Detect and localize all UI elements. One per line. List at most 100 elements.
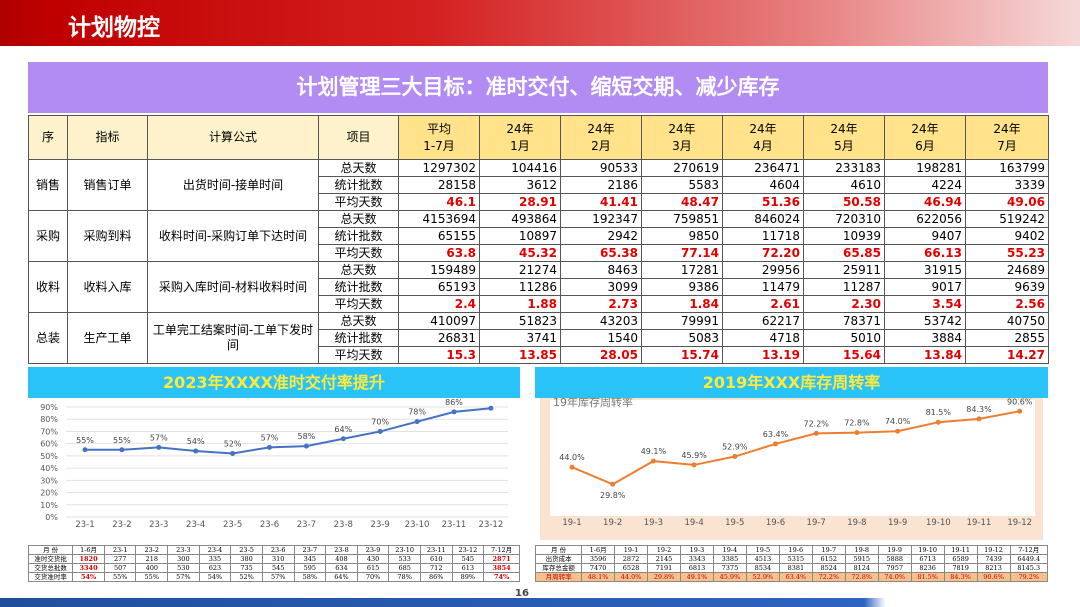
value-cell: 1297302 <box>398 159 480 177</box>
x-tick-label: 19-7 <box>807 518 826 528</box>
value-cell: 3099 <box>560 278 642 296</box>
cell: 74.0% <box>877 572 912 582</box>
header-cell: 平均 1-7月 <box>398 115 480 160</box>
cell: 2871 <box>483 554 520 564</box>
cell: 3854 <box>483 563 520 573</box>
cell: 8213 <box>976 563 1011 573</box>
cell: 交货总批数 <box>27 563 74 573</box>
y-tick-label: 30% <box>40 476 58 485</box>
cell: 8524 <box>811 563 846 573</box>
cell: 8124 <box>844 563 879 573</box>
cell: 685 <box>388 563 421 573</box>
row: 交货准时率 54% 55% 55% 57% 54% 52% 57% 58% 64% 70% 78% 86… <box>27 572 520 582</box>
value-label: 72.8% <box>844 419 870 428</box>
cell: 3596 <box>581 554 616 564</box>
cell: 72.2% <box>811 572 846 582</box>
header-cell: 24年 3月 <box>641 115 723 160</box>
value-cell: 4610 <box>803 176 885 194</box>
cell: 533 <box>388 554 421 564</box>
chart-subtitle: 19年库存周转率 <box>553 398 633 409</box>
marker <box>267 444 272 450</box>
cell: 23-9 <box>356 545 390 555</box>
cell: 70% <box>356 572 390 582</box>
cell: 7191 <box>647 563 681 573</box>
cell: 84.3% <box>943 572 978 582</box>
value-cell: 236471 <box>722 159 804 177</box>
value-cell: 270619 <box>641 159 723 177</box>
item-cell: 总天数 <box>318 312 399 330</box>
cell: 613 <box>451 563 485 573</box>
page-number: 16 <box>515 588 529 599</box>
cell: 7439 <box>976 554 1011 564</box>
value-cell: 51.36 <box>722 193 804 211</box>
cell: 63.4% <box>778 572 813 582</box>
cell: 7957 <box>877 563 912 573</box>
value-cell: 17281 <box>641 261 723 279</box>
row: 月 份 1-6月 19-1 19-2 19-3 19-4 19-5 19-6 19-7 19-8 1… <box>534 545 1049 555</box>
y-tick-label: 10% <box>40 501 58 510</box>
value-cell: 26831 <box>398 329 480 347</box>
value-cell: 40750 <box>965 312 1049 330</box>
value-cell: 2.56 <box>965 295 1049 313</box>
x-tick-label: 19-1 <box>562 518 581 528</box>
row: 销售 销售订单 出货时间-接单时间 总天数 1297302 104416 90533 2706… <box>28 159 1049 211</box>
cell: 23-2 <box>135 545 169 555</box>
value-cell: 15.74 <box>641 346 723 364</box>
marker <box>414 419 420 425</box>
cell: 218 <box>135 554 169 564</box>
value-cell: 11287 <box>803 278 885 296</box>
x-tick-label: 23-5 <box>223 520 242 530</box>
group-cell: 收料 <box>28 261 68 313</box>
cell: 57% <box>261 572 295 582</box>
value-cell: 41.41 <box>560 193 642 211</box>
stats-table: 月 份 1-6月 19-1 19-2 19-3 19-4 19-5 19-6 19-7 19-8 1… <box>534 545 1049 582</box>
cell: 23-5 <box>230 545 263 555</box>
cell: 23-4 <box>198 545 232 555</box>
cell: 23-10 <box>388 545 421 555</box>
value-cell: 1540 <box>560 329 642 347</box>
value-cell: 55.23 <box>965 244 1049 262</box>
header-cell: 项目 <box>318 115 399 160</box>
header-cell: 计算公式 <box>147 115 319 160</box>
item-cell: 平均天数 <box>318 346 399 364</box>
header-cell: 24年 4月 <box>722 115 804 160</box>
cell: 44.0% <box>614 572 649 582</box>
value-label: 29.8% <box>600 491 626 500</box>
cell: 58% <box>293 572 327 582</box>
marker <box>82 447 88 453</box>
value-label: 54% <box>187 437 205 446</box>
value-cell: 622056 <box>884 210 966 228</box>
y-tick-label: 70% <box>40 427 58 436</box>
row: 收料 收料入库 采购入库时间-材料收料时间 总天数 159489 21274 8463 172… <box>28 261 1049 313</box>
y-tick-label: 60% <box>40 440 58 449</box>
value-cell: 104416 <box>479 159 561 177</box>
item-cell: 平均天数 <box>318 244 399 262</box>
value-cell: 9850 <box>641 227 723 245</box>
cell: 7375 <box>712 563 747 573</box>
cell: 6449.4 <box>1009 554 1049 564</box>
value-cell: 78371 <box>803 312 885 330</box>
value-label: 64% <box>334 425 352 434</box>
row: 平均天数 15.3 13.85 28.05 15.74 13.19 15.64 13.84 14… <box>29 346 1049 364</box>
x-tick-label: 23-7 <box>297 520 316 530</box>
value-cell: 192347 <box>560 210 642 228</box>
cell: 623 <box>198 563 232 573</box>
cell: 57% <box>167 572 200 582</box>
cell: 19-2 <box>647 545 681 555</box>
line <box>571 410 1020 486</box>
cell: 735 <box>230 563 263 573</box>
marker <box>488 405 494 411</box>
item-cell: 总天数 <box>318 261 399 279</box>
stats-table: 月 份 1-6月 23-1 23-2 23-3 23-4 23-5 23-6 23-7 23-8 2… <box>27 545 520 582</box>
value-cell: 846024 <box>722 210 804 228</box>
row: 交货总批数 3340 507 400 530 623 735 545 595 634 615 685 7… <box>27 563 520 573</box>
value-cell: 45.32 <box>479 244 561 262</box>
value-cell: 759851 <box>641 210 723 228</box>
row: 准时交货批 1820 277 218 300 335 380 310 345 408 430 533 6… <box>27 554 520 564</box>
cell: 54% <box>72 572 105 582</box>
value-cell: 72.20 <box>722 244 804 262</box>
value-label: 90.6% <box>1007 398 1033 406</box>
cell: 79.2% <box>1009 572 1049 582</box>
marker <box>451 409 457 415</box>
value-cell: 2.4 <box>398 295 480 313</box>
